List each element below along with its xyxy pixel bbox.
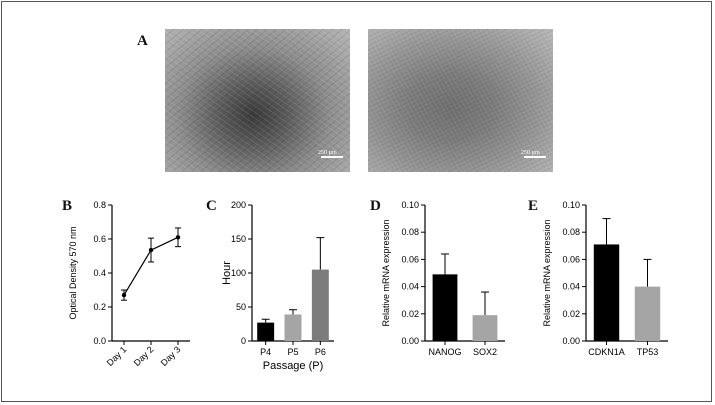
scale-bar-right: [524, 156, 546, 158]
panel-label-a: A: [137, 33, 148, 49]
y-tick-label: 0.10: [401, 200, 419, 210]
x-tick-label: TP53: [637, 347, 659, 357]
y-tick-label: 0.00: [562, 336, 580, 346]
panel-label-c: C: [206, 198, 217, 214]
chart-b-svg: 0.0 0.2 0.4 0.6 0.8 Optical Density 570 nm Day…: [68, 200, 190, 368]
chart-d-svg: 0.00 0.02 0.04 0.06 0.08 0.10 Relative mRNA ex…: [381, 200, 505, 357]
y-tick-label: 0: [241, 336, 246, 346]
scale-label-right: 250 µm: [521, 150, 540, 156]
bar: [284, 314, 302, 341]
y-tick-label: 0.10: [562, 200, 580, 210]
y-tick-label: 0.2: [93, 302, 106, 312]
y-tick-label: 0.06: [562, 254, 580, 264]
y-tick-label: 100: [231, 268, 246, 278]
y-axis-label: Optical Density 570 nm: [68, 226, 78, 319]
micrograph-left: 250 µm: [165, 29, 350, 172]
y-axis-label: Relative mRNA expression: [381, 219, 391, 326]
bar: [432, 274, 458, 341]
x-axis-label: Passage (P): [263, 360, 324, 372]
micrograph-right: 250 µm: [368, 29, 553, 172]
y-tick-label: 200: [231, 200, 246, 210]
y-tick-label: 0.08: [401, 227, 419, 237]
y-tick-label: 0.02: [401, 309, 419, 319]
x-tick-label: Day 2: [132, 344, 156, 368]
x-tick-label: P6: [315, 347, 326, 357]
y-tick-label: 0.04: [401, 282, 419, 292]
x-tick-label: P4: [260, 347, 271, 357]
y-tick-label: 0.06: [401, 254, 419, 264]
y-tick-label: 0.04: [562, 282, 580, 292]
bar: [257, 322, 275, 341]
y-tick-label: 0.08: [562, 227, 580, 237]
y-tick-label: 150: [231, 234, 246, 244]
chart-e-svg: 0.00 0.02 0.04 0.06 0.08 0.10 Relative mRNA ex…: [542, 200, 668, 357]
y-tick-label: 0.00: [401, 336, 419, 346]
y-tick-label: 0.02: [562, 309, 580, 319]
x-tick-label: CDKN1A: [588, 347, 625, 357]
y-tick-label: 0.0: [93, 336, 106, 346]
y-tick-label: 0.8: [93, 200, 106, 210]
data-point: [121, 292, 127, 298]
panel-label-d: D: [370, 198, 381, 214]
y-axis-label: Relative mRNA expression: [542, 219, 552, 326]
bar: [593, 244, 620, 341]
x-tick-label: Day 3: [159, 344, 183, 368]
data-point: [175, 235, 181, 240]
panel-label-e: E: [528, 198, 539, 214]
chart-d: 0.00 0.02 0.04 0.06 0.08 0.10 Relative mRNA ex…: [375, 195, 515, 390]
data-point: [148, 247, 154, 253]
chart-b: 0.0 0.2 0.4 0.6 0.8 Optical Density 570 nm Day…: [68, 195, 200, 390]
y-tick-label: 0.4: [93, 268, 106, 278]
y-axis-label: Hour: [221, 261, 233, 285]
chart-e: 0.00 0.02 0.04 0.06 0.08 0.10 Relative mRNA ex…: [536, 195, 676, 390]
x-tick-label: Day 1: [105, 344, 129, 368]
chart-c-svg: 0 50 100 150 200 Hour P4 P5 P6 Passage (P): [221, 200, 334, 372]
chart-c: 0 50 100 150 200 Hour P4 P5 P6 Passage (P): [214, 195, 349, 390]
bar: [311, 269, 329, 341]
y-tick-label: 0.6: [93, 234, 106, 244]
x-tick-label: SOX2: [473, 347, 497, 357]
panel-label-b: B: [62, 198, 73, 214]
y-tick-label: 50: [236, 302, 246, 312]
scale-label-left: 250 µm: [318, 150, 337, 156]
x-tick-label: P5: [287, 347, 298, 357]
x-tick-label: NANOG: [428, 347, 461, 357]
bar: [634, 286, 661, 341]
scale-bar-left: [321, 156, 343, 158]
bar: [472, 315, 498, 341]
